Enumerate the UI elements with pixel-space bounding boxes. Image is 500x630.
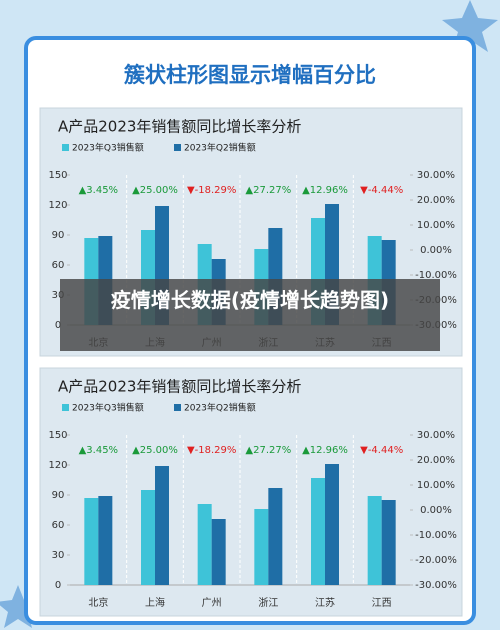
growth-label: ▲25.00% — [132, 185, 178, 196]
y-tick-label: 30 — [52, 550, 65, 561]
bar — [254, 509, 269, 585]
y2-tick-label: 30.00% — [417, 170, 455, 181]
y-tick-label: 150 — [48, 170, 67, 181]
x-tick-label: 北京 — [88, 596, 108, 609]
growth-label: ▲12.96% — [302, 445, 348, 456]
chart-title: A产品2023年销售额同比增长率分析 — [58, 118, 301, 136]
growth-label: ▲12.96% — [302, 185, 348, 196]
y2-tick-label: 30.00% — [417, 430, 455, 441]
y2-tick-label: -20.00% — [415, 555, 457, 566]
y2-tick-label: -10.00% — [415, 530, 457, 541]
bar — [197, 504, 212, 585]
star-decoration — [0, 585, 40, 628]
growth-label: ▲3.45% — [79, 445, 118, 456]
growth-label: ▼-4.44% — [360, 185, 403, 196]
y-tick-label: 30 — [52, 290, 65, 301]
bar — [84, 498, 99, 585]
bar — [141, 490, 155, 585]
legend-swatch — [62, 144, 69, 151]
x-tick-label: 上海 — [145, 596, 165, 609]
bar — [311, 478, 325, 585]
x-tick-label: 江苏 — [315, 596, 335, 609]
growth-label: ▲27.27% — [245, 445, 291, 456]
y2-tick-label: 10.00% — [417, 480, 455, 491]
y2-tick-label: 0.00% — [420, 245, 452, 256]
y2-tick-label: 20.00% — [417, 195, 455, 206]
x-tick-label: 江西 — [372, 597, 392, 609]
growth-label: ▲3.45% — [79, 185, 118, 196]
overlay-banner: 疫情增长数据(疫情增长趋势图) — [60, 279, 440, 351]
bar — [155, 466, 169, 585]
y2-tick-label: 10.00% — [417, 220, 455, 231]
bar — [367, 496, 382, 585]
y-tick-label: 60 — [52, 260, 65, 271]
y-tick-label: 90 — [52, 230, 65, 241]
y-tick-label: 90 — [52, 490, 65, 501]
y-tick-label: 150 — [48, 430, 67, 441]
legend-swatch — [62, 404, 69, 411]
bar — [381, 500, 396, 585]
y2-tick-label: -30.00% — [415, 580, 457, 591]
growth-label: ▼-4.44% — [360, 445, 403, 456]
y-tick-label: 120 — [48, 460, 67, 471]
legend-label: 2023年Q3销售额 — [72, 142, 144, 154]
y-tick-label: 120 — [48, 200, 67, 211]
legend-label: 2023年Q2销售额 — [184, 402, 256, 414]
legend-label: 2023年Q3销售额 — [72, 402, 144, 414]
page-title: 簇状柱形图显示增幅百分比 — [124, 63, 376, 87]
y2-tick-label: -10.00% — [415, 270, 457, 281]
growth-label: ▲27.27% — [245, 185, 291, 196]
growth-label: ▲25.00% — [132, 445, 178, 456]
y2-tick-label: 0.00% — [420, 505, 452, 516]
legend-swatch — [174, 404, 181, 411]
growth-label: ▼-18.29% — [187, 445, 236, 456]
x-tick-label: 广州 — [202, 597, 222, 609]
legend-label: 2023年Q2销售额 — [184, 142, 256, 154]
bar — [268, 488, 283, 585]
y-tick-label: 0 — [55, 580, 61, 591]
chart-title: A产品2023年销售额同比增长率分析 — [58, 378, 301, 396]
legend-swatch — [174, 144, 181, 151]
y-tick-label: 60 — [52, 520, 65, 531]
y-tick-label: 0 — [55, 320, 61, 331]
bar — [98, 496, 113, 585]
x-tick-label: 浙江 — [258, 597, 278, 609]
bar — [211, 519, 226, 585]
y2-tick-label: 20.00% — [417, 455, 455, 466]
growth-label: ▼-18.29% — [187, 185, 236, 196]
bar — [325, 464, 339, 585]
